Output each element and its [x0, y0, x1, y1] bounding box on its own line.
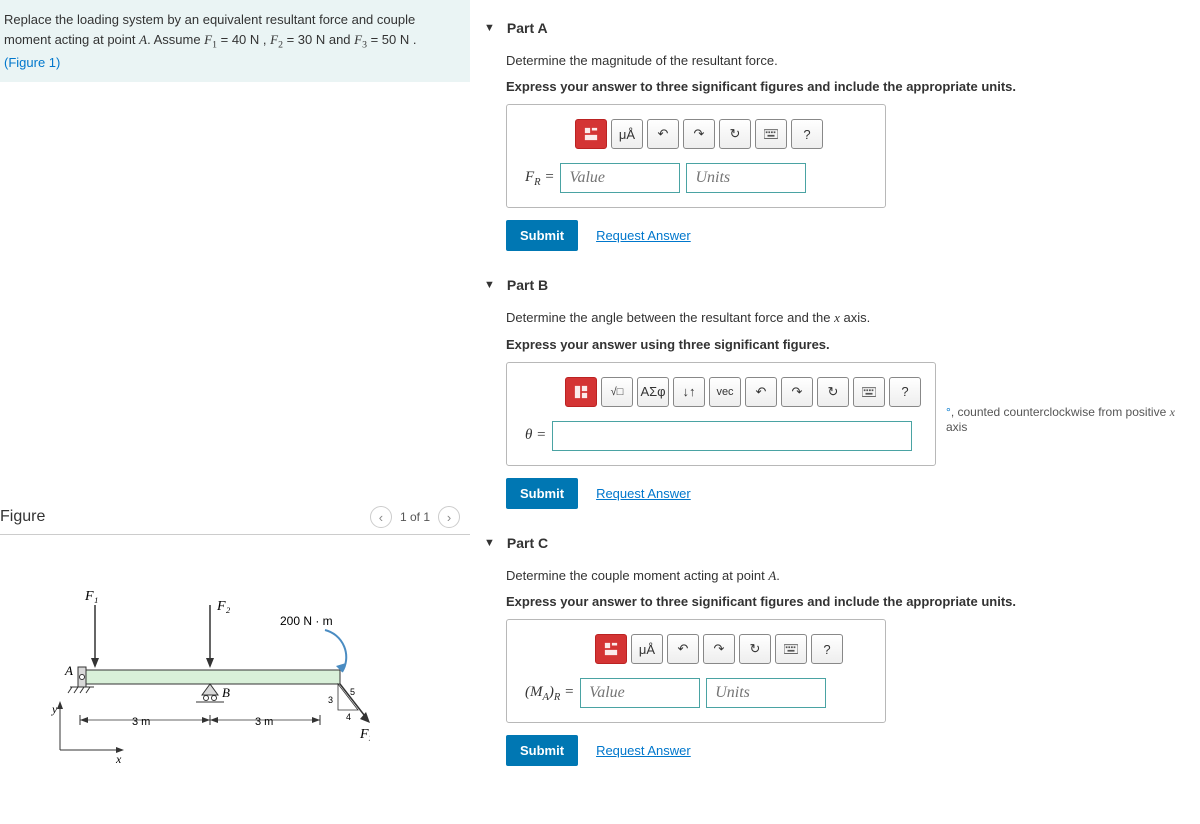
greek-button[interactable]: ΑΣφ [637, 377, 669, 407]
svg-text:200 N · m: 200 N · m [280, 614, 333, 628]
part-b-header[interactable]: ▼ Part B [484, 277, 1186, 293]
reset-button[interactable]: ↻ [719, 119, 751, 149]
svg-text:y: y [51, 702, 58, 716]
redo-button[interactable]: ↷ [703, 634, 735, 664]
part-a: ▼ Part A Determine the magnitude of the … [484, 20, 1186, 251]
part-b-title: Part B [507, 277, 548, 293]
part-a-answer-box: μÅ ↶ ↷ ↻ ? FR = [506, 104, 886, 208]
svg-text:x: x [115, 752, 122, 765]
figure-title: Figure [0, 508, 45, 526]
svg-text:B: B [222, 685, 230, 700]
help-button[interactable]: ? [811, 634, 843, 664]
problem-statement: Replace the loading system by an equival… [0, 0, 470, 82]
part-a-request-link[interactable]: Request Answer [596, 228, 691, 243]
figure-diagram: F₁ F₂ 200 N · m F₃ 3 4 5 A B [0, 535, 470, 778]
template-button[interactable] [575, 119, 607, 149]
svg-text:F₁: F₁ [84, 589, 98, 604]
redo-button[interactable]: ↷ [781, 377, 813, 407]
svg-text:4: 4 [346, 712, 351, 722]
reset-button[interactable]: ↻ [739, 634, 771, 664]
part-c-units-input[interactable] [706, 678, 826, 708]
svg-text:F₃: F₃ [359, 727, 370, 742]
part-b-request-link[interactable]: Request Answer [596, 486, 691, 501]
undo-button[interactable]: ↶ [647, 119, 679, 149]
part-b-value-input[interactable] [552, 421, 912, 451]
part-c-submit-button[interactable]: Submit [506, 735, 578, 766]
part-a-prompt: Determine the magnitude of the resultant… [506, 52, 1186, 70]
part-c-request-link[interactable]: Request Answer [596, 743, 691, 758]
units-button[interactable]: μÅ [611, 119, 643, 149]
help-button[interactable]: ? [791, 119, 823, 149]
part-a-value-input[interactable] [560, 163, 680, 193]
template-button[interactable] [595, 634, 627, 664]
keyboard-button[interactable] [775, 634, 807, 664]
caret-down-icon: ▼ [484, 279, 495, 291]
redo-button[interactable]: ↷ [683, 119, 715, 149]
part-c-value-input[interactable] [580, 678, 700, 708]
part-b-prompt: Determine the angle between the resultan… [506, 309, 1186, 327]
part-c-instr: Express your answer to three significant… [506, 593, 1186, 611]
part-a-title: Part A [507, 20, 548, 36]
part-a-var: FR = [525, 169, 554, 188]
sqrt-button[interactable]: √□ [601, 377, 633, 407]
help-button[interactable]: ? [889, 377, 921, 407]
svg-text:A: A [64, 663, 73, 678]
undo-button[interactable]: ↶ [667, 634, 699, 664]
caret-down-icon: ▼ [484, 22, 495, 34]
svg-text:F₂: F₂ [216, 599, 231, 614]
part-a-units-input[interactable] [686, 163, 806, 193]
part-b-var: θ = [525, 427, 546, 444]
svg-text:5: 5 [350, 687, 355, 697]
part-b-instr: Express your answer using three signific… [506, 336, 1186, 354]
part-c-header[interactable]: ▼ Part C [484, 535, 1186, 551]
part-c-title: Part C [507, 535, 548, 551]
part-b-answer-box: √□ ΑΣφ ↓↑ vec ↶ ↷ ↻ ? θ = [506, 362, 936, 466]
keyboard-button[interactable] [755, 119, 787, 149]
part-b-submit-button[interactable]: Submit [506, 478, 578, 509]
pager-prev-button[interactable]: ‹ [370, 506, 392, 528]
keyboard-button[interactable] [853, 377, 885, 407]
part-a-instr: Express your answer to three significant… [506, 78, 1186, 96]
part-c-answer-box: μÅ ↶ ↷ ↻ ? (MA)R = [506, 619, 886, 723]
figure-header: Figure ‹ 1 of 1 › [0, 502, 470, 535]
pager-label: 1 of 1 [400, 510, 430, 524]
part-c-var: (MA)R = [525, 684, 574, 703]
point-var: A [139, 32, 147, 47]
vector-button[interactable]: vec [709, 377, 741, 407]
reset-button[interactable]: ↻ [817, 377, 849, 407]
svg-text:3 m: 3 m [255, 716, 273, 728]
figure-link[interactable]: (Figure 1) [4, 55, 60, 70]
part-b: ▼ Part B Determine the angle between the… [484, 277, 1186, 508]
units-button[interactable]: μÅ [631, 634, 663, 664]
part-c-prompt: Determine the couple moment acting at po… [506, 567, 1186, 585]
svg-text:3: 3 [328, 695, 333, 705]
part-a-submit-button[interactable]: Submit [506, 220, 578, 251]
figure-pager: ‹ 1 of 1 › [370, 506, 460, 528]
part-c: ▼ Part C Determine the couple moment act… [484, 535, 1186, 766]
part-b-hint: °, counted counterclockwise from positiv… [946, 405, 1186, 434]
caret-down-icon: ▼ [484, 537, 495, 549]
undo-button[interactable]: ↶ [745, 377, 777, 407]
template-button[interactable] [565, 377, 597, 407]
pager-next-button[interactable]: › [438, 506, 460, 528]
svg-text:3 m: 3 m [132, 716, 150, 728]
subscript-button[interactable]: ↓↑ [673, 377, 705, 407]
part-a-header[interactable]: ▼ Part A [484, 20, 1186, 36]
